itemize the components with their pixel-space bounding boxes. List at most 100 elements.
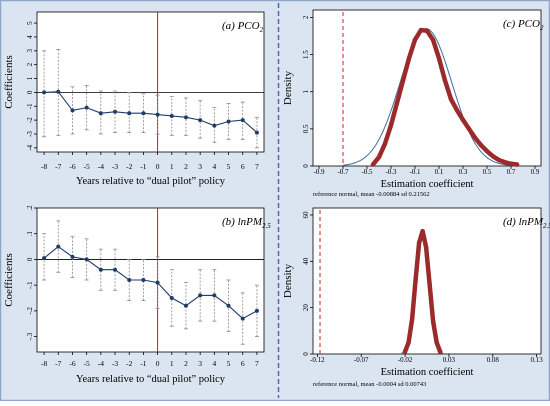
density-point	[370, 162, 376, 167]
plot-area	[312, 9, 542, 167]
density-point	[502, 160, 508, 165]
density-point	[460, 117, 466, 123]
density-point	[406, 56, 412, 61]
coefficient-point	[70, 108, 75, 113]
y-tick-label: 2	[302, 15, 310, 19]
density-point	[514, 162, 520, 167]
coefficient-point	[226, 303, 231, 308]
x-tick-label: -5	[84, 359, 90, 368]
coefficient-point	[212, 123, 217, 128]
x-axis-label: Estimation coefficient	[381, 367, 474, 378]
coefficient-point	[84, 257, 89, 262]
coefficient-point	[254, 308, 259, 313]
coefficient-point	[113, 267, 118, 272]
density-point	[436, 56, 442, 61]
y-tick-label: .2	[26, 205, 34, 211]
x-tick-label: 5	[227, 359, 231, 368]
coefficient-point	[70, 254, 75, 259]
y-tick-label: .1	[26, 231, 34, 237]
density-point	[430, 319, 436, 324]
panel-label-subscript: 2.5	[543, 222, 550, 230]
density-point	[406, 340, 411, 345]
coefficient-point	[127, 278, 132, 282]
y-tick-label: -3	[26, 131, 34, 137]
density-point	[409, 317, 415, 322]
y-tick-label: 1	[26, 76, 34, 80]
x-tick-label: -4	[98, 162, 104, 171]
coefficient-point	[98, 267, 103, 272]
x-tick-label: 0.03	[443, 356, 456, 364]
coefficient-point	[183, 303, 188, 308]
x-tick-label: -6	[69, 162, 75, 171]
coefficient-point	[169, 296, 174, 300]
density-point	[427, 282, 432, 287]
density-point	[466, 126, 472, 132]
x-tick-label: 5	[227, 162, 231, 171]
y-axis-label: Density	[282, 263, 294, 298]
x-tick-label: -3	[112, 359, 118, 368]
x-tick-label: 6	[241, 162, 245, 171]
density-point	[434, 340, 439, 345]
density-point	[400, 78, 406, 83]
x-tick-label: -0.12	[310, 356, 325, 364]
y-tick-label: 4	[26, 35, 34, 39]
x-tick-label: 0.9	[531, 168, 540, 176]
coefficient-point	[226, 119, 231, 124]
density-point	[416, 240, 422, 245]
coefficient-point	[127, 111, 132, 116]
coefficient-line	[44, 91, 258, 134]
coefficient-point	[212, 293, 217, 298]
density-point	[454, 108, 460, 113]
coefficient-point	[42, 90, 47, 95]
panel-label: (a) PCO2	[222, 20, 264, 34]
panel-b: (b) lnPM2.5 Coefficients Years relative to…	[2, 200, 274, 397]
panel-label-subscript: 2	[540, 24, 544, 32]
y-tick-label: -.3	[26, 332, 34, 340]
density-point	[388, 122, 394, 128]
coefficient-point	[98, 111, 103, 116]
panel-label: (d) lnPM2.5	[503, 216, 550, 230]
density-point	[413, 277, 418, 283]
y-tick-label: -1	[26, 103, 34, 109]
density-point	[490, 154, 496, 159]
y-tick-label: -.2	[26, 307, 34, 315]
density-point	[424, 28, 430, 33]
x-tick-label: 6	[241, 359, 245, 368]
panel-label-subscript: 2.5	[262, 222, 271, 230]
x-tick-label: -0.02	[398, 356, 413, 364]
x-tick-label: -0.7	[337, 168, 349, 176]
x-tick-label: -7	[55, 162, 61, 171]
density-point	[382, 141, 388, 146]
coefficient-point	[198, 293, 203, 298]
density-point	[478, 143, 484, 148]
plot-area	[36, 207, 265, 353]
y-tick-label: 20	[302, 304, 310, 312]
panel-label-subscript: 2	[260, 26, 264, 34]
x-tick-label: -2	[126, 162, 132, 171]
coefficient-point	[56, 244, 61, 249]
density-point	[394, 100, 400, 106]
coefficient-point	[254, 130, 259, 135]
x-tick-label: -2	[126, 359, 132, 368]
density-point	[423, 245, 429, 250]
y-axis-label: Coefficients	[3, 55, 15, 109]
y-axis-label: Density	[282, 70, 294, 105]
x-tick-label: -0.5	[361, 168, 373, 176]
coefficient-point	[240, 316, 245, 321]
x-tick-label: 2	[184, 359, 188, 368]
panel-d: (d) lnPM2.5 Density Estimation coefficient…	[282, 200, 550, 397]
coefficient-point	[113, 109, 118, 114]
coefficient-point	[155, 112, 160, 117]
x-tick-label: 7	[255, 162, 259, 171]
y-axis-label: Coefficients	[3, 253, 15, 307]
x-tick-label: 3	[198, 162, 202, 171]
x-tick-label: -4	[98, 359, 104, 368]
coefficient-point	[240, 118, 245, 123]
y-tick-label: 0.5	[302, 124, 310, 133]
x-tick-label: 0	[156, 162, 160, 171]
x-tick-label: -1	[140, 359, 146, 368]
x-tick-label: -3	[112, 162, 118, 171]
y-tick-label: 0	[26, 257, 34, 261]
